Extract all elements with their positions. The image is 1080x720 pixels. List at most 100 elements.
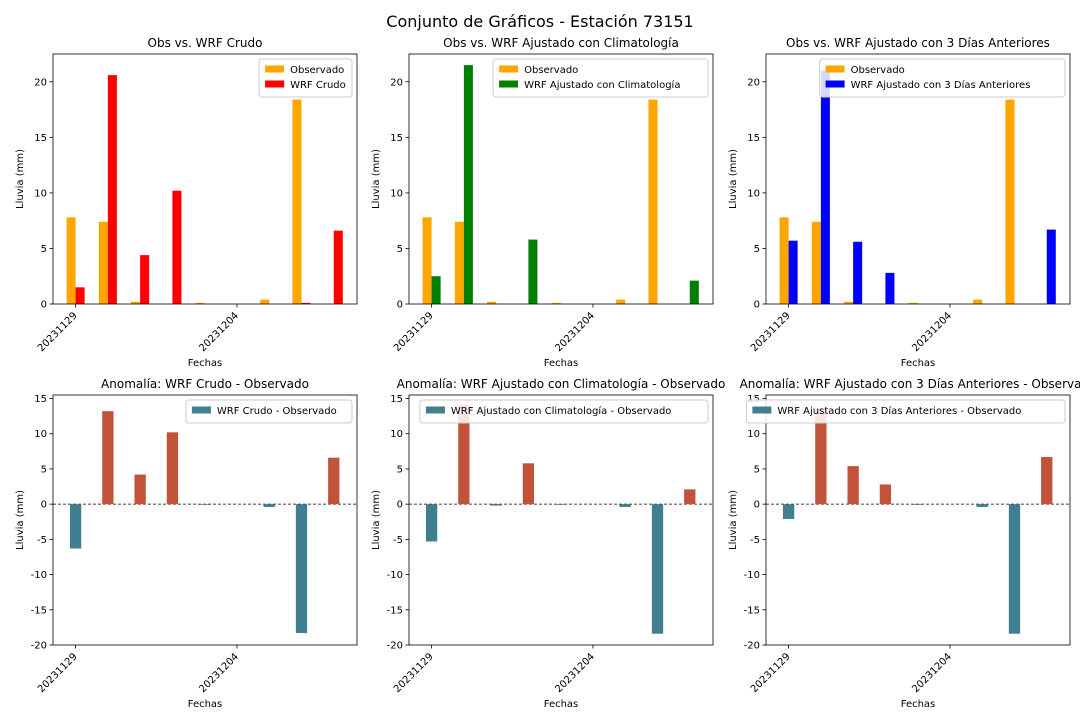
- chart-1-bar-wrf-4: [172, 190, 182, 304]
- chart-5-ytick-label: 5: [397, 464, 403, 475]
- chart-6-bar-anomalia-7: [976, 504, 988, 507]
- chart-4-bar-anomalia-9: [328, 457, 340, 505]
- chart-3-ytick-label: 0: [754, 300, 760, 311]
- chart-4-bar-anomalia-8: [295, 504, 308, 634]
- chart-5-bar-anomalia-7: [619, 504, 631, 507]
- chart-4-ytick-label: 0: [41, 500, 47, 511]
- chart-5-ytick-label: 0: [397, 500, 403, 511]
- chart-2-bar-observado-1: [422, 217, 432, 304]
- chart-4-bar-anomalia-5: [199, 504, 211, 505]
- chart-5-ytick-label: -10: [387, 570, 403, 581]
- chart-2-axes-frame: [408, 53, 714, 305]
- chart-1-legend-label: WRF Crudo: [290, 80, 346, 91]
- chart-6-title: Anomalía: WRF Ajustado con 3 Días Anteri…: [740, 377, 1080, 391]
- chart-5-bar-anomalia-2: [458, 404, 470, 505]
- chart-5-legend-swatch: [425, 406, 445, 414]
- chart-1-ytick-label: 10: [34, 188, 47, 199]
- chart-5-axes-frame: [408, 394, 714, 646]
- chart-5-bar-anomalia-1: [425, 504, 438, 542]
- chart-2-bar-observado-5: [551, 302, 561, 304]
- chart-1-bar-observado-7: [260, 299, 270, 304]
- chart-4-axes-frame: [52, 394, 358, 646]
- chart-2-ytick-label: 15: [390, 133, 403, 144]
- chart-2-ylabel: Lluvia (mm): [371, 149, 382, 209]
- chart-6-bar-anomalia-2: [815, 408, 827, 505]
- chart-3-bar-wrf-4: [885, 272, 895, 304]
- chart-2-bar-wrf-1: [431, 276, 441, 304]
- chart-4-legend-box: [185, 399, 353, 424]
- chart-4-ytick-label: -20: [31, 641, 47, 652]
- chart-6-axes-frame: [765, 394, 1071, 646]
- chart-5-ytick-label: -20: [387, 641, 403, 652]
- chart-3-bar-observado-7: [973, 299, 983, 304]
- chart-5-bar-anomalia-8: [651, 504, 664, 634]
- chart-4-ytick-label: 10: [34, 429, 47, 440]
- figure-title: Conjunto de Gráficos - Estación 73151: [386, 12, 693, 31]
- chart-1-bar-observado-3: [131, 301, 141, 304]
- chart-1-bar-wrf-1: [75, 287, 85, 304]
- chart-3-ytick-label: 10: [747, 188, 760, 199]
- chart-5-bar-anomalia-4: [522, 463, 535, 505]
- chart-3-ylabel: Lluvia (mm): [728, 149, 739, 209]
- chart-4-ytick-label: 5: [41, 464, 47, 475]
- chart-4-legend-label: WRF Crudo - Observado: [217, 406, 337, 417]
- chart-1-ytick-label: 20: [34, 77, 47, 88]
- chart-6-bar-anomalia-3: [847, 466, 859, 505]
- chart-3-xlabel: Fechas: [901, 358, 936, 369]
- chart-1-legend-swatch: [265, 65, 285, 73]
- chart-5-xlabel: Fechas: [544, 699, 579, 710]
- chart-3-legend-swatch: [825, 65, 845, 73]
- chart-6-bar-anomalia-5: [912, 504, 924, 505]
- chart-1-bar-observado-5: [195, 302, 205, 304]
- chart-1-legend-swatch: [265, 80, 285, 88]
- chart-3-axes-frame: [765, 53, 1071, 305]
- chart-6-ytick-label: 10: [747, 429, 760, 440]
- chart-4-xlabel: Fechas: [188, 699, 223, 710]
- chart-3-legend-box: [819, 58, 1066, 98]
- chart-6-bar-anomalia-8: [1008, 504, 1021, 634]
- chart-2-ytick-label: 5: [397, 244, 403, 255]
- chart-2-legend-swatch: [499, 65, 519, 73]
- chart-3-legend-label: Observado: [851, 65, 905, 76]
- chart-3-legend-swatch: [825, 80, 845, 88]
- chart-6-bar-anomalia-1: [782, 504, 795, 519]
- chart-2-legend-label: WRF Ajustado con Climatología: [524, 79, 680, 91]
- chart-2-bar-observado-8: [648, 99, 658, 304]
- chart-6-bar-anomalia-9: [1041, 456, 1053, 505]
- chart-2-legend-swatch: [499, 80, 519, 88]
- chart-2-title: Obs vs. WRF Ajustado con Climatología: [443, 36, 679, 50]
- chart-3-ytick-label: 20: [747, 77, 760, 88]
- chart-5-ytick-label: -15: [387, 605, 403, 616]
- chart-3-legend-label: WRF Ajustado con 3 Días Anteriores: [851, 79, 1031, 91]
- chart-2-bar-wrf-4: [528, 239, 538, 304]
- chart-1-ytick-label: 15: [34, 133, 47, 144]
- chart-1-bar-wrf-8: [301, 302, 311, 304]
- chart-2-ytick-label: 0: [397, 300, 403, 311]
- chart-2-bar-observado-7: [616, 299, 626, 304]
- chart-1-legend-label: Observado: [290, 65, 344, 76]
- chart-6-ytick-label: -20: [744, 641, 760, 652]
- chart-6-legend-label: WRF Ajustado con 3 Días Anteriores - Obs…: [777, 405, 1021, 417]
- chart-5-bar-anomalia-9: [684, 489, 696, 505]
- chart-1-ylabel: Lluvia (mm): [15, 149, 26, 209]
- chart-2-bar-observado-3: [487, 301, 497, 304]
- chart-4-bar-anomalia-4: [166, 432, 179, 505]
- chart-3-ytick-label: 5: [754, 244, 760, 255]
- chart-5-ytick-label: 15: [390, 394, 403, 405]
- chart-6-ytick-label: 0: [754, 500, 760, 511]
- chart-2-bar-wrf-9: [689, 280, 699, 304]
- chart-1-bar-observado-1: [66, 217, 76, 304]
- chart-6-ylabel: Lluvia (mm): [728, 490, 739, 550]
- chart-3-ytick-label: 15: [747, 133, 760, 144]
- chart-4-ytick-label: -15: [31, 605, 47, 616]
- chart-4-bar-anomalia-2: [102, 411, 114, 505]
- chart-3-bar-observado-3: [844, 301, 854, 304]
- chart-4-ylabel: Lluvia (mm): [15, 490, 26, 550]
- chart-1-ytick-label: 0: [41, 300, 47, 311]
- chart-2-bar-observado-2: [454, 221, 464, 304]
- chart-1-bar-wrf-3: [140, 255, 150, 304]
- chart-5-ytick-label: -5: [393, 535, 403, 546]
- chart-2-bar-wrf-2: [463, 65, 473, 304]
